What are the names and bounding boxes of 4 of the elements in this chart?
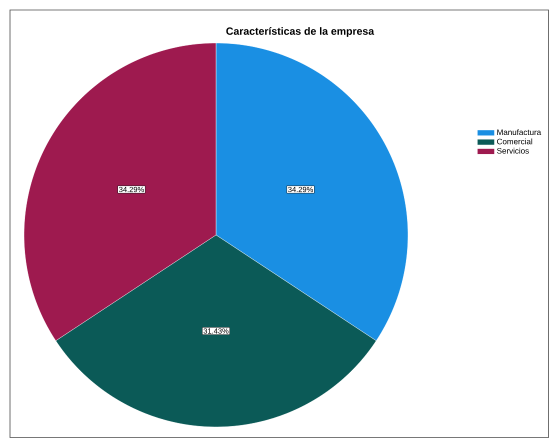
legend-label: Comercial [497,138,532,144]
chart-title: Características de la empresa [226,27,374,37]
legend-label: Manufactura [497,129,542,136]
legend-label: Servicios [497,148,529,154]
